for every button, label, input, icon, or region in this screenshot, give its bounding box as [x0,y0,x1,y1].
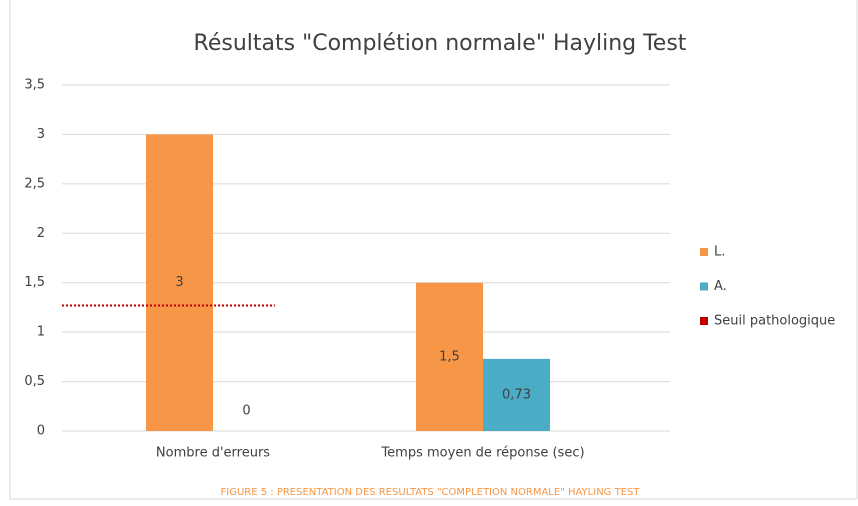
chart-border [9,0,858,500]
x-tick-label: Nombre d'erreurs [156,446,270,461]
y-tick-label: 0,5 [24,374,45,389]
legend-label: L. [714,245,725,260]
y-tick-label: 3 [37,127,45,142]
x-tick-label: Temps moyen de réponse (sec) [380,446,584,461]
y-tick-label: 0 [37,424,45,439]
bar [416,282,483,431]
data-label: 0,73 [502,387,531,402]
data-label: 1,5 [439,349,460,364]
legend-label: Seuil pathologique [714,314,835,329]
y-tick-label: 3,5 [24,78,45,93]
y-tick-label: 2 [37,226,45,241]
chart-title: Résultats "Complétion normale" Hayling T… [194,31,687,56]
legend-swatch [700,317,708,325]
bar [146,134,213,431]
data-label: 0 [242,404,250,419]
figure-caption: FIGURE 5 : PRESENTATION DES RESULTATS "C… [221,487,641,498]
y-tick-label: 2,5 [24,176,45,191]
data-label: 3 [175,275,183,290]
y-tick-label: 1,5 [24,275,45,290]
legend-swatch [700,248,708,256]
bar [483,358,550,431]
legend-swatch [700,282,708,291]
y-tick-label: 1 [37,325,45,340]
legend-label: A. [714,279,727,294]
